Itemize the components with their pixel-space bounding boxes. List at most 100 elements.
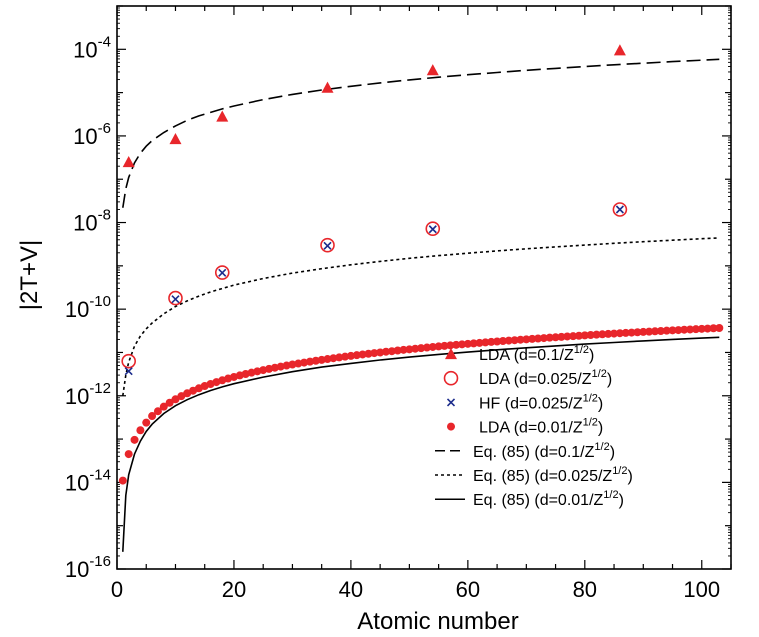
data-point-filled-circle <box>323 355 332 364</box>
x-axis-label: Atomic number <box>357 608 518 635</box>
data-point-filled-circle <box>656 327 665 336</box>
x-tick-label: 100 <box>683 577 720 602</box>
data-point-filled-circle <box>130 435 139 444</box>
data-point-filled-circle <box>136 426 145 435</box>
data-point-open-circle <box>121 353 136 369</box>
legend-label: LDA (d=0.01/Z1/2) <box>479 417 603 437</box>
y-tick-label: 10-14 <box>65 466 111 495</box>
data-point-x <box>428 225 437 234</box>
y-tick-label: 10-16 <box>65 553 111 582</box>
plot-border <box>116 5 732 570</box>
data-point-filled-circle <box>387 347 396 356</box>
data-point-filled-circle <box>650 327 659 336</box>
data-point-filled-circle <box>148 412 157 421</box>
data-point-filled-circle <box>142 418 151 427</box>
data-point-filled-circle <box>311 356 320 365</box>
data-point-filled-circle <box>627 328 636 337</box>
data-point-filled-circle <box>522 335 531 344</box>
data-point-x <box>124 367 133 376</box>
legend-marker-triangle <box>445 348 457 360</box>
x-marker-stroke <box>615 205 624 214</box>
y-tick-label: 10-6 <box>73 120 111 149</box>
legend-item: Eq. (85) (d=0.01/Z1/2) <box>435 489 624 509</box>
legend-label: Eq. (85) (d=0.1/Z1/2) <box>473 441 615 461</box>
legend-label: HF (d=0.025/Z1/2) <box>479 392 603 412</box>
data-point-filled-circle <box>516 335 525 344</box>
data-point-filled-circle <box>633 328 642 337</box>
data-point-filled-circle <box>686 325 695 334</box>
series-line-dashed <box>122 58 720 208</box>
data-point-filled-circle <box>574 331 583 340</box>
data-point-filled-circle <box>118 476 127 485</box>
data-point-filled-circle <box>370 349 379 358</box>
x-tick-labels: 0 20 40 60 80 100 <box>111 577 720 602</box>
data-point-filled-circle <box>691 325 700 334</box>
data-point-filled-circle <box>159 402 168 411</box>
data-point-filled-circle <box>475 338 484 347</box>
legend-item: Eq. (85) (d=0.025/Z1/2) <box>435 465 633 485</box>
data-point-filled-circle <box>680 325 689 334</box>
data-point-filled-circle <box>399 345 408 354</box>
data-point-open-circle <box>320 237 335 253</box>
series-line-dotted <box>122 237 720 396</box>
data-point-filled-circle <box>422 343 431 352</box>
data-point-filled-circle <box>469 339 478 348</box>
data-point-x <box>615 205 624 214</box>
y-tick-label: 10-8 <box>73 207 111 236</box>
data-point-filled-circle <box>645 327 654 336</box>
legend-label: LDA (d=0.025/Z1/2) <box>479 368 612 388</box>
data-point-triangle <box>216 110 229 122</box>
data-point-filled-circle <box>153 407 162 416</box>
data-point-triangle <box>426 64 439 76</box>
data-point-filled-circle <box>662 326 671 335</box>
data-point-filled-circle <box>545 333 554 342</box>
x-marker-stroke <box>218 268 227 277</box>
legend-item: HF (d=0.025/Z1/2) <box>446 392 603 412</box>
x-marker-stroke <box>124 367 133 376</box>
data-point-open-circle <box>612 202 628 217</box>
data-point-triangle <box>169 132 182 145</box>
data-point-filled-circle <box>703 324 712 333</box>
data-point-filled-circle <box>165 398 174 407</box>
data-point-filled-circle <box>709 324 718 333</box>
legend-item: LDA (d=0.1/Z1/2) <box>445 344 594 364</box>
data-point-x <box>171 295 180 304</box>
data-point-filled-circle <box>504 336 513 345</box>
data-point-filled-circle <box>715 324 724 333</box>
data-point-filled-circle <box>440 341 449 350</box>
data-point-filled-circle <box>376 348 385 357</box>
data-point-filled-circle <box>341 352 350 361</box>
data-point-filled-circle <box>563 332 572 341</box>
x-marker-stroke <box>171 295 180 304</box>
data-point-filled-circle <box>557 332 566 341</box>
y-tick-label: 10-4 <box>73 33 111 62</box>
data-point-filled-circle <box>610 329 619 338</box>
legend-item: Eq. (85) (d=0.1/Z1/2) <box>435 441 615 461</box>
data-point-filled-circle <box>668 326 677 335</box>
data-point-filled-circle <box>411 344 420 353</box>
y-tick-label: 10-10 <box>65 293 111 322</box>
legend-marker-x <box>446 398 456 407</box>
data-point-filled-circle <box>381 347 390 356</box>
legend-item: LDA (d=0.01/Z1/2) <box>447 417 603 437</box>
data-point-filled-circle <box>621 328 630 337</box>
data-point-filled-circle <box>124 450 133 459</box>
series-line-solid <box>122 336 720 552</box>
legend-label: Eq. (85) (d=0.01/Z1/2) <box>473 489 624 509</box>
legend-marker-filled-circle <box>447 422 455 431</box>
x-marker-stroke <box>446 398 456 407</box>
plot-frame <box>116 5 732 570</box>
data-point-filled-circle <box>335 353 344 362</box>
data-point-open-circle <box>214 265 230 280</box>
data-point-open-circle <box>168 290 183 306</box>
data-point-filled-circle <box>592 330 601 339</box>
legend-marker-open-circle <box>443 370 459 386</box>
data-point-filled-circle <box>305 357 314 366</box>
x-tick-label: 0 <box>111 577 123 602</box>
legend-item: LDA (d=0.025/Z1/2) <box>443 368 612 388</box>
data-point-filled-circle <box>417 344 426 353</box>
data-point-filled-circle <box>405 345 414 354</box>
data-point-filled-circle <box>434 342 443 351</box>
data-point-filled-circle <box>481 338 490 347</box>
data-point-filled-circle <box>463 339 472 348</box>
